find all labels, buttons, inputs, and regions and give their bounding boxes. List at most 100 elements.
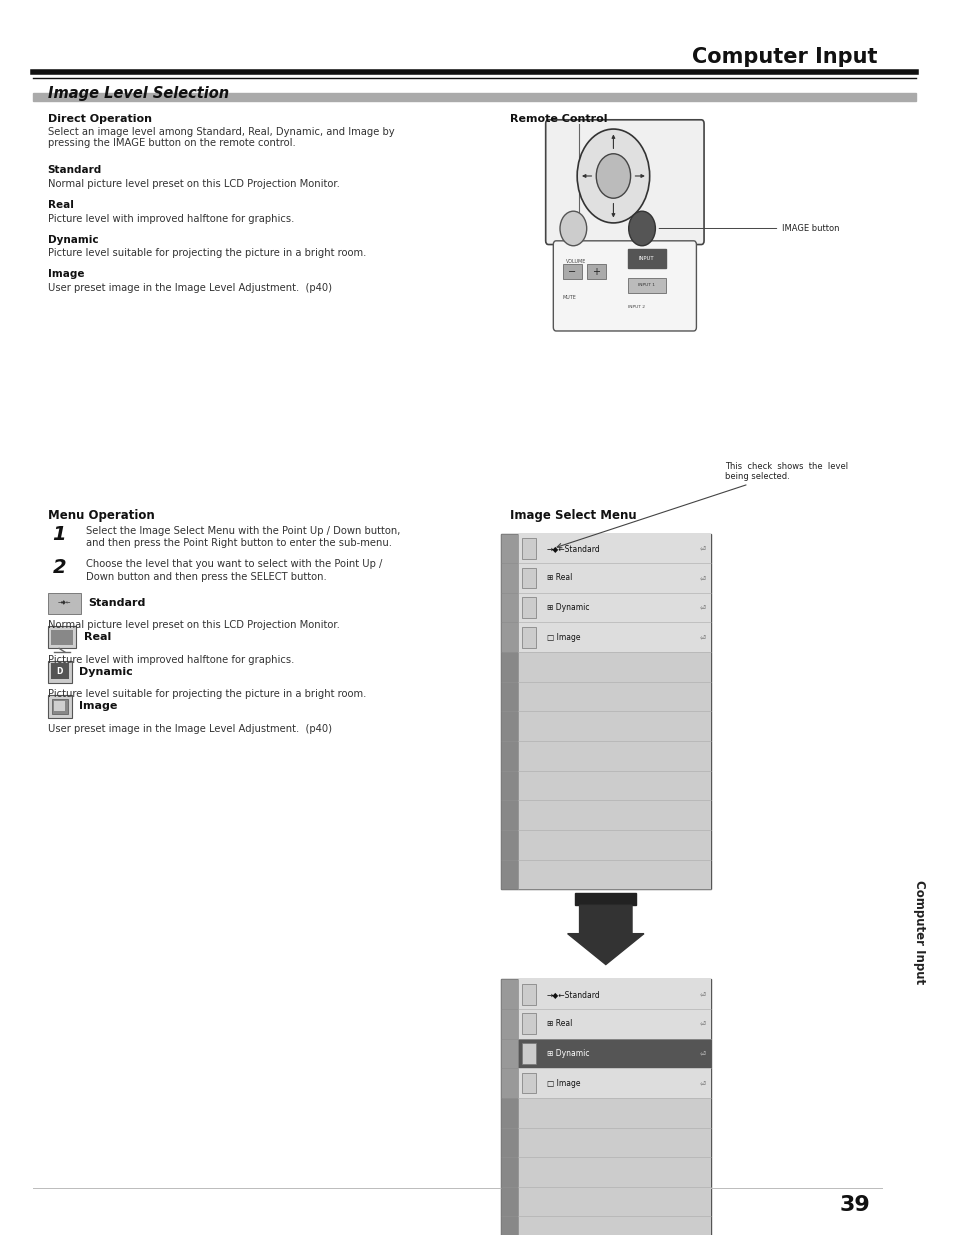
Bar [517,682,710,711]
Text: Real: Real [84,632,112,642]
Bar [517,563,710,593]
Text: FREEZE: FREEZE [566,226,579,231]
Bar [517,652,710,682]
Text: Down button and then press the SELECT button.: Down button and then press the SELECT bu… [86,572,326,582]
Text: INPUT: INPUT [639,256,654,261]
Bar [517,1098,710,1128]
Bar [627,249,665,268]
Bar [517,860,710,889]
Bar [521,568,536,588]
Bar [48,661,71,683]
Bar [517,830,710,860]
Bar [500,1098,517,1128]
Bar [54,701,65,711]
Text: Real: Real [48,200,73,210]
Bar [562,264,581,279]
Bar [500,652,517,682]
Text: ⏎: ⏎ [700,1021,705,1026]
Text: Remote Control: Remote Control [510,114,607,124]
Bar [586,264,605,279]
Bar [500,1009,517,1039]
Bar [500,979,710,1235]
Bar [500,711,517,741]
Bar [517,1216,710,1235]
Bar [521,1014,536,1034]
Bar [500,563,517,593]
Bar [500,1157,517,1187]
Circle shape [628,211,655,246]
Bar [500,979,517,1009]
Text: ⏎: ⏎ [700,1081,705,1086]
Circle shape [596,153,630,198]
Bar [521,538,536,558]
Bar [521,1073,536,1093]
Bar [517,622,710,652]
Circle shape [577,128,649,224]
Bar [500,593,517,622]
Bar [521,1044,536,1063]
Bar [500,622,517,652]
Text: Standard: Standard [88,598,145,608]
Text: D: D [56,667,63,677]
Text: This  check  shows  the  level
being selected.: This check shows the level being selecte… [557,462,847,548]
Text: Picture level with improved halftone for graphics.: Picture level with improved halftone for… [48,214,294,224]
Text: Standard: Standard [48,165,102,175]
Text: Dynamic: Dynamic [79,667,132,677]
Text: Computer Input: Computer Input [912,881,925,984]
Bar [51,630,73,645]
Bar [517,800,710,830]
Text: ⏎: ⏎ [700,546,705,551]
Circle shape [559,211,586,246]
Bar [517,741,710,771]
FancyBboxPatch shape [545,120,703,245]
Text: 1: 1 [52,525,66,543]
Bar [500,741,517,771]
Text: ⊞ Dynamic: ⊞ Dynamic [546,1049,589,1058]
Text: Image: Image [48,269,84,279]
Bar [500,1187,517,1216]
Bar [517,979,710,1009]
Bar [48,626,76,648]
Text: Picture level with improved halftone for graphics.: Picture level with improved halftone for… [48,655,294,664]
Text: INPUT 1: INPUT 1 [638,283,655,287]
Text: SELECT: SELECT [604,174,621,178]
Bar [517,771,710,800]
Bar [517,1128,710,1157]
Bar [500,1128,517,1157]
Bar [33,93,915,101]
Bar [517,593,710,622]
Bar [500,534,517,563]
Text: Image: Image [79,701,117,711]
Text: ⏎: ⏎ [700,605,705,610]
Text: Dynamic: Dynamic [48,235,98,245]
FancyArrow shape [567,905,643,965]
Text: 2: 2 [52,558,66,577]
Bar [51,699,68,714]
Text: ⊞ Real: ⊞ Real [546,1019,572,1029]
Bar [48,695,71,718]
Text: ⊞ Dynamic: ⊞ Dynamic [546,603,589,613]
Bar [575,893,636,905]
Bar [500,1216,517,1235]
Text: Picture level suitable for projecting the picture in a bright room.: Picture level suitable for projecting th… [48,248,366,258]
Bar [500,1039,517,1068]
Text: IMAGE button: IMAGE button [659,224,839,233]
Text: Normal picture level preset on this LCD Projection Monitor.: Normal picture level preset on this LCD … [48,620,339,630]
Text: User preset image in the Image Level Adjustment.  (p40): User preset image in the Image Level Adj… [48,724,332,734]
Text: ⊞ Real: ⊞ Real [546,573,572,583]
Bar [500,860,517,889]
Bar [517,1157,710,1187]
Bar [500,1068,517,1098]
Bar [521,627,536,647]
Text: Select an image level among Standard, Real, Dynamic, and Image by: Select an image level among Standard, Re… [48,127,394,137]
Bar [521,984,536,1004]
Text: ⏎: ⏎ [700,1051,705,1056]
Text: Normal picture level preset on this LCD Projection Monitor.: Normal picture level preset on this LCD … [48,179,339,189]
Text: 39: 39 [839,1195,869,1215]
Text: ⏎: ⏎ [700,635,705,640]
Text: Select the Image Select Menu with the Point Up / Down button,: Select the Image Select Menu with the Po… [86,526,400,536]
Text: Computer Input: Computer Input [692,47,877,67]
Bar [51,663,69,679]
Text: ⏎: ⏎ [700,576,705,580]
Text: +: + [592,267,599,277]
